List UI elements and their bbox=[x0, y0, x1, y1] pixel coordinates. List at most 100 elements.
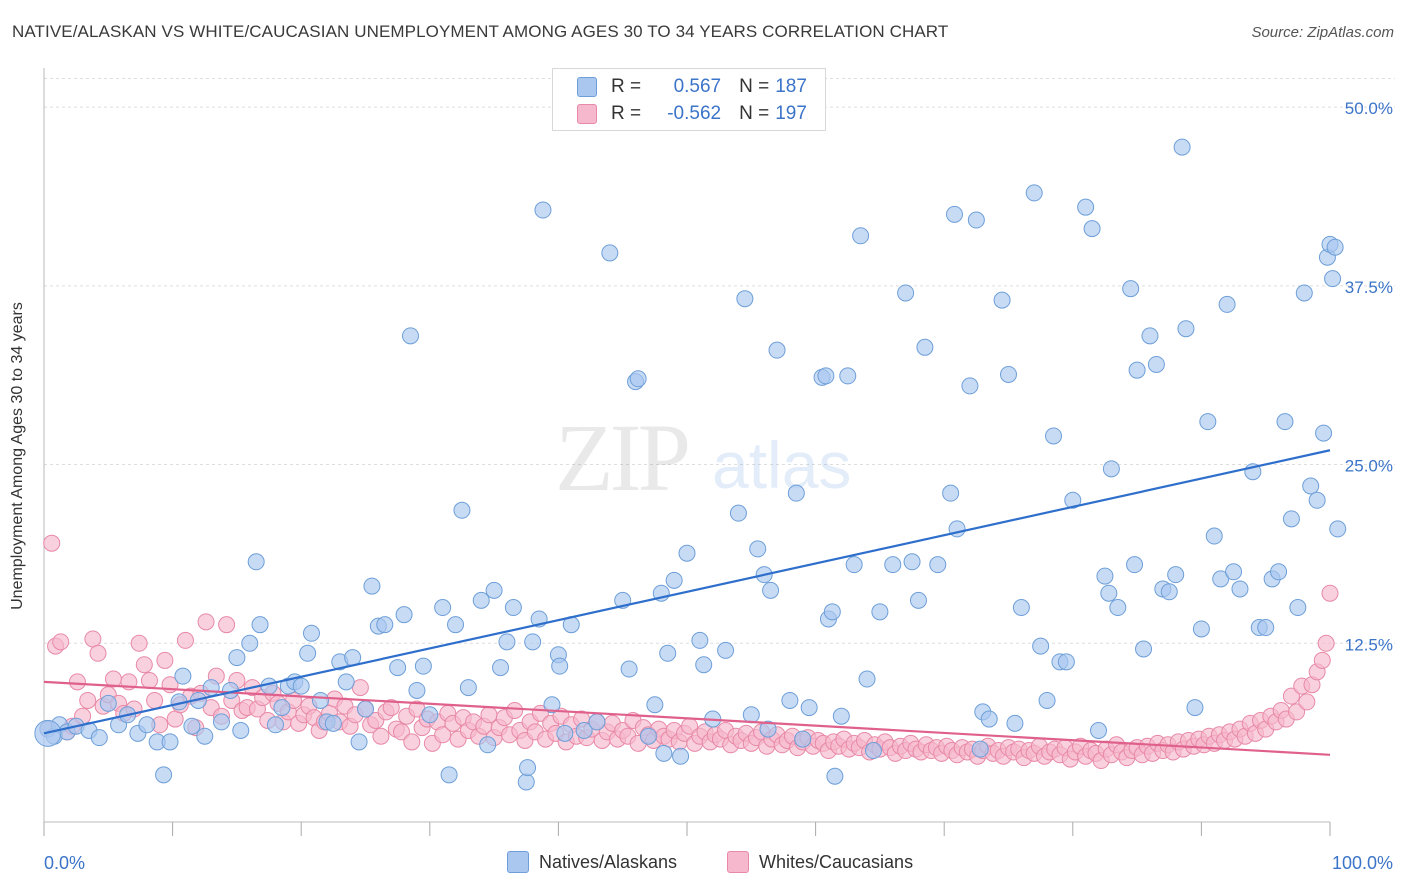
data-point-whites bbox=[403, 733, 421, 751]
data-point-natives bbox=[897, 284, 915, 302]
data-point-natives bbox=[629, 370, 647, 388]
data-point-natives bbox=[1025, 184, 1043, 202]
data-point-natives bbox=[1096, 567, 1114, 585]
data-point-natives bbox=[155, 766, 173, 784]
data-point-natives bbox=[903, 553, 921, 571]
data-point-whites bbox=[146, 691, 164, 709]
data-point-natives bbox=[1090, 721, 1108, 739]
data-point-natives bbox=[817, 367, 835, 385]
legend-r-label: R = bbox=[611, 103, 642, 124]
legend-swatch-natives bbox=[577, 77, 597, 97]
data-point-whites bbox=[130, 634, 148, 652]
y-tick-label: 37.5% bbox=[1345, 278, 1393, 297]
grid-lines bbox=[44, 78, 1395, 644]
data-point-natives bbox=[639, 727, 657, 745]
data-point-natives bbox=[228, 649, 246, 667]
natives-points bbox=[34, 138, 1347, 791]
bottom-legend-whites: Whites/Caucasians bbox=[727, 851, 913, 873]
y-tick-label: 25.0% bbox=[1345, 457, 1393, 476]
data-point-natives bbox=[534, 201, 552, 219]
data-point-natives bbox=[138, 716, 156, 734]
data-point-natives bbox=[575, 721, 593, 739]
data-point-natives bbox=[472, 591, 490, 609]
data-point-natives bbox=[1289, 599, 1307, 617]
data-point-natives bbox=[864, 742, 882, 760]
data-point-natives bbox=[376, 616, 394, 634]
data-point-natives bbox=[845, 556, 863, 574]
data-point-natives bbox=[1326, 238, 1344, 256]
data-point-natives bbox=[1212, 570, 1230, 588]
data-point-natives bbox=[620, 660, 638, 678]
data-point-natives bbox=[337, 673, 355, 691]
data-point-whites bbox=[89, 644, 107, 662]
data-point-natives bbox=[678, 544, 696, 562]
data-point-natives bbox=[717, 641, 735, 659]
data-point-natives bbox=[601, 244, 619, 262]
data-point-whites bbox=[176, 631, 194, 649]
tick-labels: 12.5% 25.0% 37.5% 50.0% 0.0% 100.0% bbox=[44, 99, 1393, 873]
data-point-natives bbox=[447, 616, 465, 634]
legend-r-value-whites: -0.562 bbox=[667, 103, 722, 124]
data-point-natives bbox=[1225, 563, 1243, 581]
data-point-natives bbox=[736, 290, 754, 308]
data-point-natives bbox=[556, 724, 574, 742]
data-point-natives bbox=[852, 227, 870, 245]
bottom-legend-natives: Natives/Alaskans bbox=[507, 851, 677, 873]
data-point-natives bbox=[395, 606, 413, 624]
legend-row-natives: R = 0.567 N = 187 bbox=[577, 75, 807, 99]
trend-line-natives bbox=[43, 449, 1331, 735]
data-point-natives bbox=[453, 501, 471, 519]
data-point-natives bbox=[1038, 691, 1056, 709]
data-point-whites bbox=[506, 701, 524, 719]
data-point-natives bbox=[832, 707, 850, 725]
data-point-natives bbox=[916, 338, 934, 356]
data-point-natives bbox=[1077, 198, 1095, 216]
data-point-natives bbox=[945, 205, 963, 223]
data-point-natives bbox=[524, 633, 542, 651]
watermark: ZIP atlas bbox=[555, 404, 851, 511]
data-point-natives bbox=[479, 736, 497, 754]
data-point-natives bbox=[871, 603, 889, 621]
data-point-natives bbox=[408, 681, 426, 699]
legend-r-label: R = bbox=[611, 76, 642, 97]
axes bbox=[43, 68, 1331, 836]
data-point-whites bbox=[1321, 584, 1339, 602]
legend-row-whites: R = -0.562 N = 197 bbox=[577, 102, 807, 126]
data-point-natives bbox=[161, 733, 179, 751]
data-point-natives bbox=[691, 631, 709, 649]
data-point-natives bbox=[729, 504, 747, 522]
data-point-natives bbox=[1057, 653, 1075, 671]
data-point-whites bbox=[1298, 693, 1316, 711]
data-point-natives bbox=[363, 577, 381, 595]
data-point-natives bbox=[1270, 563, 1288, 581]
data-point-natives bbox=[695, 656, 713, 674]
data-point-whites bbox=[68, 673, 86, 691]
data-point-natives bbox=[183, 717, 201, 735]
data-point-natives bbox=[324, 714, 342, 732]
data-point-natives bbox=[1282, 510, 1300, 528]
data-point-natives bbox=[1135, 640, 1153, 658]
bottom-legend-label-whites: Whites/Caucasians bbox=[759, 851, 914, 872]
data-point-natives bbox=[1000, 365, 1017, 383]
data-point-natives bbox=[302, 624, 320, 642]
data-point-natives bbox=[551, 657, 569, 675]
data-point-natives bbox=[421, 706, 439, 724]
watermark-atlas: atlas bbox=[712, 428, 851, 502]
data-point-natives bbox=[1045, 427, 1063, 445]
data-point-whites bbox=[1313, 651, 1331, 669]
data-point-natives bbox=[251, 616, 269, 634]
data-point-natives bbox=[762, 581, 780, 599]
data-point-natives bbox=[1167, 566, 1185, 584]
data-point-whites bbox=[43, 534, 61, 552]
data-point-natives bbox=[212, 713, 230, 731]
data-point-whites bbox=[393, 723, 411, 741]
data-point-natives bbox=[1302, 477, 1320, 495]
data-point-natives bbox=[742, 706, 760, 724]
data-point-natives bbox=[174, 667, 192, 685]
data-point-natives bbox=[311, 691, 329, 709]
data-point-natives bbox=[232, 721, 250, 739]
data-point-natives bbox=[993, 291, 1011, 309]
bottom-legend-label-natives: Natives/Alaskans bbox=[539, 851, 678, 872]
data-point-natives bbox=[196, 727, 214, 745]
